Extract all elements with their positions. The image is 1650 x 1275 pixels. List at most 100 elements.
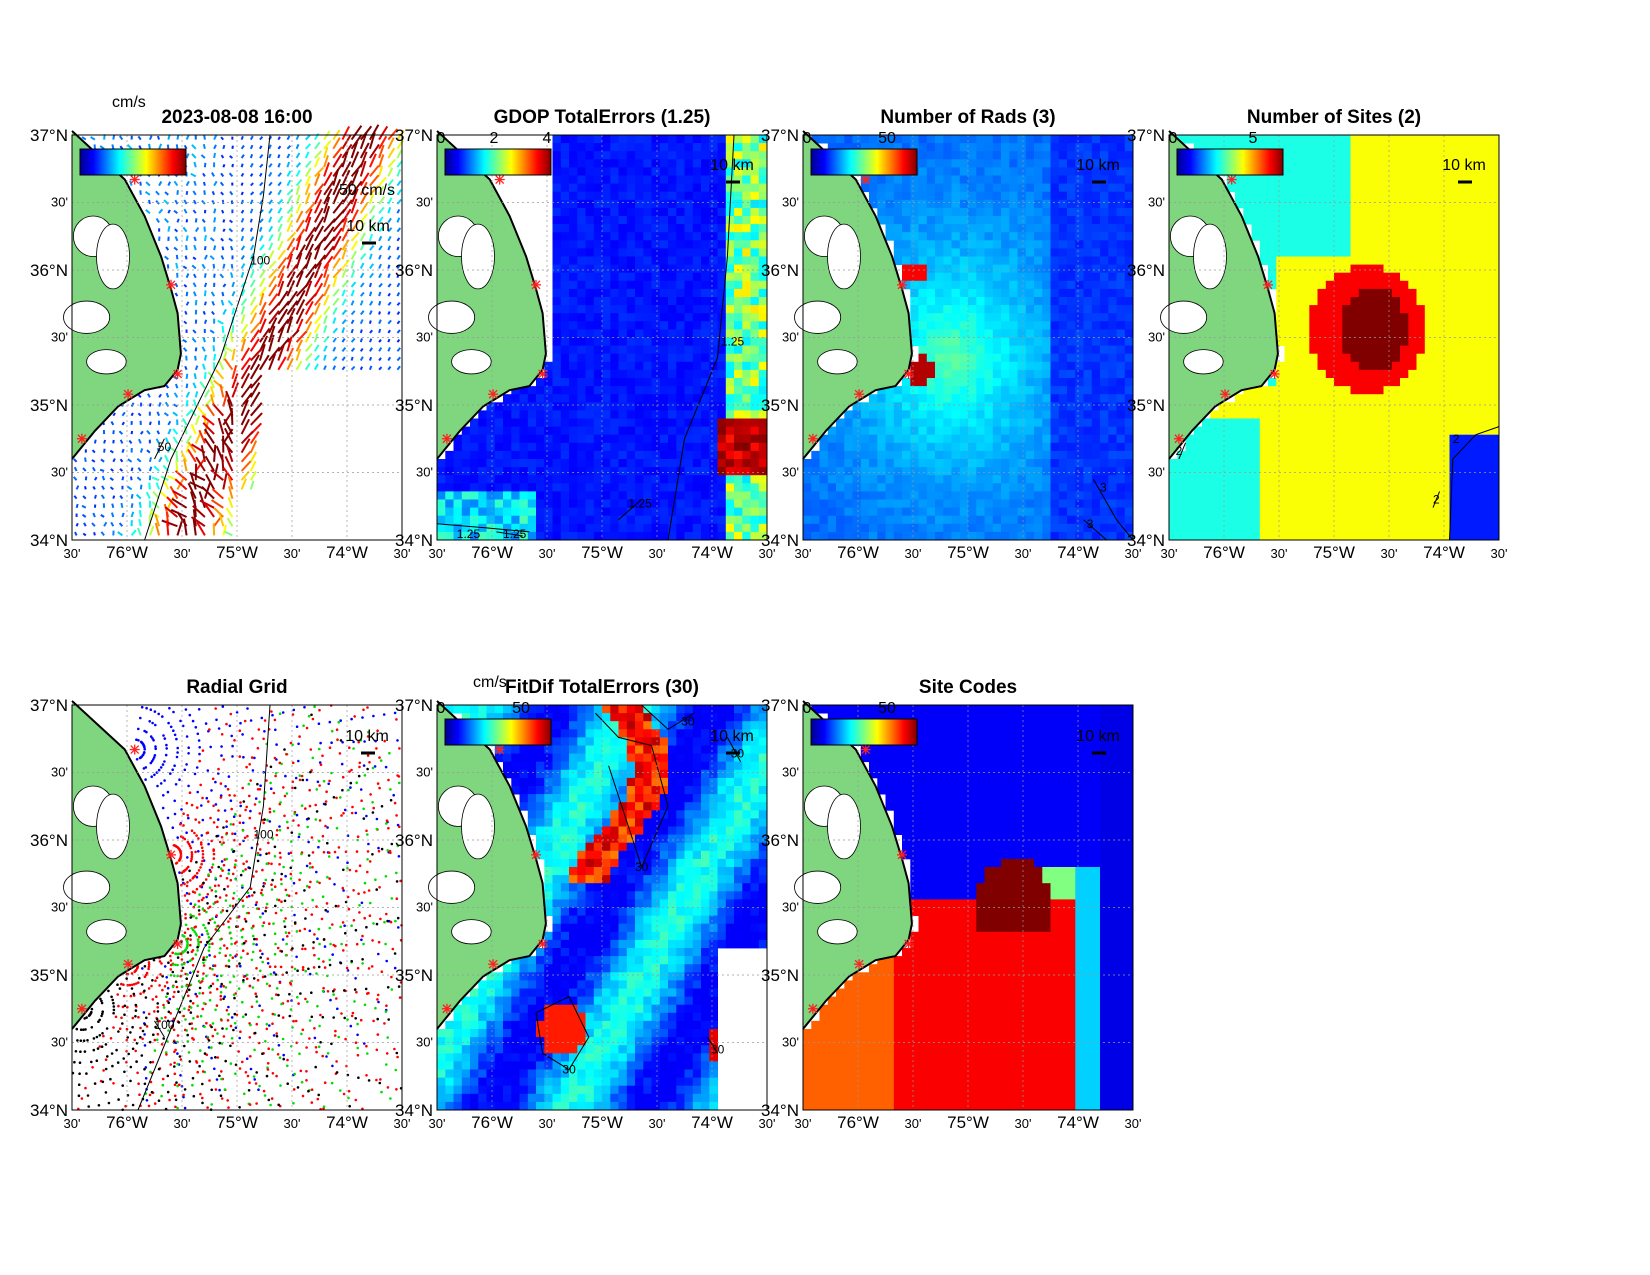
data-cell [1342, 167, 1351, 176]
current-vector [148, 482, 151, 490]
data-cell [852, 459, 862, 468]
data-cell [692, 207, 702, 217]
data-cell [1100, 305, 1109, 314]
current-vector [151, 476, 160, 482]
data-cell [1083, 515, 1093, 525]
current-vector [240, 347, 251, 362]
data-cell [1334, 256, 1343, 265]
data-cell [976, 386, 985, 395]
sound-water [461, 223, 495, 290]
data-cell [659, 475, 669, 484]
data-cell [445, 507, 454, 517]
current-vector [350, 260, 355, 269]
current-vector [161, 519, 178, 528]
data-cell [651, 175, 661, 184]
data-cell [1259, 143, 1269, 152]
data-cell [511, 402, 520, 411]
current-vector [368, 253, 373, 260]
data-cell [935, 450, 944, 460]
data-cell [827, 459, 837, 468]
data-cell [1108, 264, 1117, 274]
data-cell [860, 491, 870, 500]
data-cell [1034, 361, 1043, 371]
data-cell [1025, 175, 1035, 184]
data-cell [910, 143, 919, 152]
data-cell [585, 159, 595, 168]
data-cell [1350, 143, 1360, 152]
data-cell [968, 515, 977, 525]
data-cell [1292, 207, 1302, 217]
data-cell [1441, 272, 1450, 282]
data-cell [1009, 394, 1018, 403]
current-vector [203, 134, 206, 140]
data-cell [1050, 418, 1060, 427]
data-cell [1067, 232, 1076, 241]
current-vector [378, 254, 382, 260]
current-vector [396, 208, 401, 214]
data-cell [992, 361, 1002, 371]
data-cell [1083, 523, 1093, 533]
data-cell [1116, 475, 1126, 484]
current-vector [210, 291, 215, 297]
data-cell [560, 394, 570, 403]
current-vector [173, 209, 178, 215]
data-cell [560, 313, 570, 322]
data-cell [643, 183, 652, 193]
current-vector [369, 224, 376, 233]
data-cell [1058, 337, 1068, 346]
data-cell [943, 191, 952, 201]
data-cell [1025, 499, 1035, 508]
data-cell [560, 410, 570, 419]
data-cell [610, 248, 619, 257]
current-vector [350, 220, 360, 233]
data-cell [951, 378, 961, 387]
data-cell [992, 280, 1002, 290]
current-vector [182, 265, 188, 270]
data-cell [951, 321, 961, 330]
data-cell [959, 159, 969, 168]
data-cell [959, 394, 969, 403]
data-cell [618, 353, 628, 363]
data-cell [1067, 353, 1076, 363]
current-vector [204, 254, 208, 260]
data-cell [1284, 199, 1294, 209]
data-cell [984, 248, 994, 257]
current-vector [93, 531, 96, 536]
current-vector [228, 486, 234, 499]
data-cell [1124, 232, 1134, 241]
data-cell [560, 402, 570, 411]
current-vector [268, 325, 276, 343]
current-vector [203, 226, 206, 232]
current-vector [222, 410, 234, 426]
data-cell [651, 450, 661, 460]
data-cell [1116, 442, 1126, 452]
data-cell [1058, 280, 1068, 290]
data-cell [1375, 183, 1384, 193]
data-cell [1083, 410, 1093, 419]
current-vector [249, 460, 257, 472]
current-vector [295, 348, 302, 361]
current-vector [155, 190, 160, 196]
data-cell [1017, 491, 1027, 500]
data-cell [560, 499, 570, 508]
data-cell [626, 183, 636, 193]
data-cell [1391, 135, 1401, 144]
data-cell [1441, 240, 1450, 249]
data-cell [1334, 151, 1343, 160]
current-vector [249, 208, 254, 214]
data-cell [1116, 143, 1126, 152]
current-vector [204, 455, 215, 472]
current-vector [323, 236, 336, 251]
current-vector [222, 473, 228, 490]
data-cell [742, 143, 751, 152]
data-cell [1259, 256, 1269, 265]
data-cell [1400, 256, 1409, 265]
data-cell [1042, 491, 1051, 500]
data-cell [1050, 369, 1060, 379]
data-cell [1375, 264, 1384, 274]
data-cell [1408, 224, 1417, 233]
data-cell [701, 345, 710, 355]
current-vector [193, 273, 197, 279]
data-cell [602, 499, 611, 508]
data-cell [959, 191, 969, 201]
